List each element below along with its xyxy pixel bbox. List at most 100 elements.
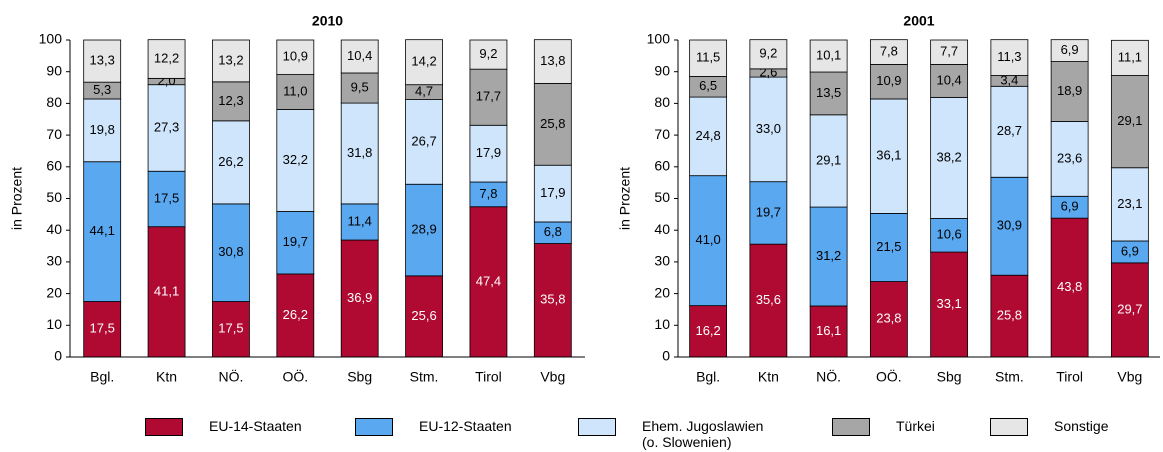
value-label: 5,3 (93, 82, 111, 97)
bar-segment (869, 39, 908, 65)
value-label: 6,9 (1121, 243, 1139, 258)
value-label: 41,0 (695, 232, 720, 247)
x-tick-label: OÖ. (282, 368, 308, 385)
value-label: 23,8 (876, 311, 901, 326)
value-label: 10,4 (347, 48, 372, 63)
value-label: 3,4 (1000, 72, 1018, 87)
value-label: 19,7 (283, 234, 308, 249)
x-tick-label: Vbg (1117, 369, 1142, 385)
bar-segment (689, 39, 728, 77)
bar-segment (869, 98, 908, 214)
y-tick-label: 90 (46, 62, 62, 78)
value-label: 23,1 (1117, 196, 1142, 211)
value-label: 18,9 (1057, 83, 1082, 98)
bar-segment (405, 99, 443, 185)
value-label: 26,7 (411, 133, 436, 148)
x-tick-label: Bgl. (696, 369, 720, 385)
bar-segment (212, 81, 250, 122)
value-label: 11,5 (696, 50, 720, 65)
y-tick-label: 10 (46, 316, 62, 332)
value-label: 11,4 (348, 213, 372, 228)
value-label: 38,2 (936, 149, 961, 164)
bar-segment (147, 170, 186, 228)
y-tick-label: 80 (46, 94, 62, 110)
legend-item: Ehem. Jugoslawien (o. Slowenien) (578, 418, 782, 450)
y-tick-label: 60 (654, 158, 670, 174)
y-tick-label: 50 (46, 189, 62, 205)
value-label: 29,1 (816, 152, 841, 167)
x-tick-label: Tirol (1056, 369, 1083, 385)
bar-segment (405, 183, 443, 277)
x-tick-label: Vbg (540, 369, 565, 385)
value-label: 10,4 (936, 72, 961, 87)
bar-segment (930, 39, 969, 65)
value-label: 10,1 (816, 47, 841, 62)
value-label: 36,1 (876, 148, 901, 163)
bar-segment (340, 203, 379, 241)
legend-item: EU-12-Staaten (355, 418, 512, 436)
value-label: 7,7 (940, 44, 958, 59)
bar-segment (809, 305, 848, 358)
bar-segment (276, 109, 315, 212)
value-label: 28,7 (997, 123, 1022, 138)
legend-swatch (578, 418, 616, 436)
value-label: 43,8 (1057, 279, 1082, 294)
bar-segment (749, 76, 788, 183)
value-label: 35,6 (756, 292, 781, 307)
value-label: 6,9 (1061, 199, 1079, 214)
bar-segment (809, 39, 848, 73)
value-label: 41,1 (154, 283, 179, 298)
value-label: 21,5 (876, 239, 901, 254)
legend-swatch (355, 418, 393, 436)
value-label: 36,9 (347, 290, 372, 305)
bar-segment (212, 39, 250, 83)
bar-segment (749, 181, 788, 245)
bar-segment (276, 39, 315, 75)
legend-item: Sonstige (990, 418, 1108, 436)
x-tick-label: NÖ. (218, 368, 243, 385)
bar-segment (1050, 121, 1089, 197)
bar-segment (689, 305, 728, 358)
y-tick-label: 40 (654, 221, 670, 237)
bar-segment (147, 226, 186, 358)
bar-segment (533, 39, 572, 84)
y-tick-label: 10 (654, 316, 670, 332)
y-tick-label: 50 (654, 189, 670, 205)
value-label: 16,1 (816, 323, 841, 338)
bar-segment (147, 84, 186, 172)
value-label: 17,5 (154, 190, 179, 205)
legend-label: EU-12-Staaten (419, 418, 512, 434)
value-label: 12,3 (218, 93, 243, 108)
value-label: 11,1 (1118, 49, 1142, 64)
x-tick-label: Ktn (156, 369, 177, 385)
bar-segment (276, 74, 315, 110)
legend-item: EU-14-Staaten (145, 418, 302, 436)
bar-segment (809, 71, 848, 116)
value-label: 13,8 (540, 53, 565, 68)
bar-segment (83, 301, 122, 358)
bar-segment (340, 39, 379, 74)
bar-segment (147, 39, 186, 79)
bar-segment (83, 161, 122, 302)
y-tick-label: 90 (654, 62, 670, 78)
value-label: 11,3 (997, 49, 1021, 64)
value-label: 28,9 (411, 221, 436, 236)
value-label: 7,8 (880, 43, 898, 58)
bar-segment (405, 275, 443, 358)
x-tick-label: Sbg (347, 369, 372, 385)
value-label: 13,2 (218, 52, 243, 67)
bar-segment (930, 64, 969, 98)
bar-segment (276, 211, 315, 275)
bar-segment (1110, 75, 1149, 169)
y-tick-label: 40 (46, 221, 62, 237)
value-label: 26,2 (218, 154, 243, 169)
bar-segment (469, 68, 508, 126)
value-label: 25,8 (997, 308, 1022, 323)
y-tick-label: 20 (46, 284, 62, 300)
bar-segment (869, 64, 908, 100)
value-label: 7,8 (479, 186, 497, 201)
value-label: 27,3 (154, 119, 179, 134)
value-label: 35,8 (540, 292, 565, 307)
value-label: 32,2 (283, 152, 308, 167)
